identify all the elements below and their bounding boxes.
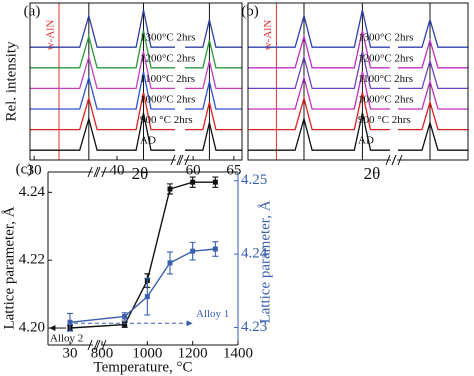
break-gap	[93, 168, 101, 176]
xrd-pattern	[30, 30, 242, 69]
data-point	[167, 186, 173, 192]
plot-area: w-AlN AD 900 °C 2hrs 1000°C 2hrs 1100°C 2hrs…	[248, 3, 468, 160]
xrd-pattern	[30, 50, 242, 90]
phase-label: w-AlN	[45, 20, 57, 51]
pattern-label: 1200°C 2hrs	[140, 52, 195, 64]
y2-axis-title: Lattice parameter, Å	[257, 200, 273, 323]
xrd-pattern	[248, 30, 468, 69]
xrd-pattern	[248, 92, 468, 131]
break-gap	[176, 156, 184, 164]
x-tick-label: 30	[63, 345, 78, 361]
series-line	[69, 181, 216, 329]
xrd-pattern	[248, 9, 468, 48]
x-tick-label: 800	[91, 345, 114, 361]
panel-label: (c)	[16, 161, 33, 177]
y-axis-title: Rel. intensity	[3, 41, 19, 121]
pattern-label: 900 °C 2hrs	[358, 114, 411, 126]
data-point	[67, 319, 73, 325]
y-tick-label: 4.20	[19, 319, 45, 335]
xrd-pattern	[30, 9, 242, 48]
phase-label: w-AlN	[262, 20, 274, 51]
panel-label: (b)	[241, 3, 259, 19]
xrd-pattern	[30, 92, 242, 131]
plot-frame	[29, 2, 243, 161]
y2-tick-label: 4.24	[241, 246, 268, 262]
x-axis-title: 2θ	[364, 164, 381, 183]
plot-area: w-AlN AD 900 °C 2hrs 1000°C 2hrs 1100°C 2hrs…	[30, 3, 242, 160]
x-axis-title: 2θ	[132, 164, 149, 183]
pattern-label: AD	[358, 135, 374, 147]
series-line	[69, 248, 216, 323]
series-annotation: Alloy 1	[196, 308, 229, 320]
pattern-label: 900 °C 2hrs	[140, 114, 193, 126]
y2-tick-label: 4.25	[241, 172, 267, 188]
x-tick-label: 65	[226, 162, 241, 178]
x-tick-label: 60	[186, 162, 201, 178]
xrd-pattern	[248, 71, 468, 110]
xrd-pattern	[30, 112, 242, 151]
y-axis-title: Lattice parameter, Å	[1, 206, 17, 329]
axis-break	[87, 339, 99, 351]
x-tick-label: 1000	[132, 345, 162, 361]
data-point	[122, 313, 128, 319]
axis-break	[87, 166, 99, 178]
axis-break	[391, 154, 403, 166]
pattern-label: 1300°C 2hrs	[358, 32, 413, 44]
data-point	[212, 179, 218, 185]
data-point	[212, 246, 218, 252]
xrd-pattern	[248, 112, 468, 151]
y-tick-label: 4.22	[19, 252, 45, 268]
panel-label: (a)	[24, 3, 41, 19]
data-point	[144, 294, 150, 300]
pattern-label: 1300°C 2hrs	[140, 32, 195, 44]
pattern-label: 1100°C 2hrs	[358, 73, 413, 85]
pattern-label: AD	[140, 135, 156, 147]
series-annotation: Alloy 2	[50, 333, 83, 345]
pattern-label: 1000°C 2hrs	[140, 94, 195, 106]
pattern-label: 1200°C 2hrs	[358, 52, 413, 64]
axis-break	[170, 154, 182, 166]
xrd-pattern	[30, 71, 242, 110]
data-point	[167, 260, 173, 266]
y-tick-label: 4.24	[19, 184, 46, 200]
x-tick-label: 1200	[178, 345, 208, 361]
data-point	[190, 179, 196, 185]
axis-break	[95, 166, 107, 178]
x-tick-label: 1400	[223, 345, 253, 361]
y2-tick-label: 4.23	[241, 319, 267, 335]
break-gap	[93, 341, 101, 349]
x-tick-label: 30	[27, 162, 42, 178]
data-point	[190, 248, 196, 254]
axis-break	[178, 154, 190, 166]
pattern-label: 1100°C 2hrs	[140, 73, 195, 85]
axis-break	[95, 339, 107, 351]
data-point	[122, 322, 128, 328]
x-axis-title: Temperature, °C	[93, 359, 192, 375]
x-tick-label: 40	[110, 162, 125, 178]
xrd-pattern	[248, 50, 468, 90]
pattern-label: 1000°C 2hrs	[358, 94, 413, 106]
plot-frame	[247, 2, 469, 161]
